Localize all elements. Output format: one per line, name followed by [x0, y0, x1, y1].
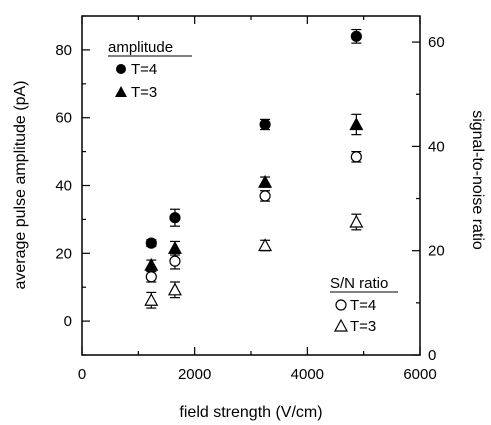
data-point: [350, 151, 362, 163]
data-point: [144, 257, 159, 271]
data-marks: [144, 28, 364, 309]
data-point: [145, 271, 157, 283]
x-tick-label: 6000: [403, 366, 436, 383]
legend-marker-open-triangle: [333, 318, 349, 332]
y-axis-title-left: average pulse amplitude (pA): [12, 80, 29, 289]
legend-marker-filled-circle: [116, 64, 126, 74]
data-point: [349, 117, 364, 131]
legend-amplitude-t4-label: T=4: [131, 61, 157, 78]
data-point: [258, 238, 273, 252]
data-point: [259, 118, 271, 131]
legend-sn-title: S/N ratio: [330, 275, 388, 292]
legend-sn-t3-label: T=3: [350, 318, 376, 335]
legend-amplitude: amplitude T=4 T=3: [108, 39, 192, 101]
legend-sn-ratio: S/N ratio T=4 T=3: [330, 275, 398, 335]
y-right-tick-label: 0: [428, 347, 436, 364]
data-point: [349, 214, 364, 228]
legend-amplitude-t3-label: T=3: [131, 84, 157, 101]
x-tick-label: 2000: [178, 366, 211, 383]
y-left-tick-label: 80: [55, 42, 72, 59]
y-right-tick-label: 60: [428, 34, 445, 51]
data-point: [169, 212, 181, 224]
data-point: [167, 282, 182, 296]
y-right-tick-label: 20: [428, 243, 445, 260]
legend-marker-open-circle: [335, 299, 347, 311]
axis-ticks: 0 2000 4000 6000 0 20 40 60 80 0 20 40 60: [55, 15, 445, 383]
data-point: [350, 30, 362, 42]
data-point: [258, 174, 273, 188]
y-left-tick-label: 40: [55, 178, 72, 195]
legend-amplitude-title: amplitude: [108, 39, 173, 56]
y-left-tick-label: 0: [64, 313, 72, 330]
x-axis-title: field strength (V/cm): [179, 404, 322, 421]
legend-marker-filled-triangle: [115, 86, 127, 97]
y-axis-title-right: signal-to-noise ratio: [469, 110, 486, 250]
data-point: [259, 190, 271, 202]
y-left-tick-label: 60: [55, 110, 72, 127]
data-point: [145, 237, 157, 249]
y-right-tick-label: 40: [428, 138, 445, 155]
data-point: [144, 292, 159, 306]
legend-sn-t4-label: T=4: [350, 297, 376, 314]
x-tick-label: 4000: [291, 366, 324, 383]
x-tick-label: 0: [78, 366, 86, 383]
data-point: [169, 255, 181, 267]
y-left-tick-label: 20: [55, 245, 72, 262]
data-point: [167, 240, 182, 254]
